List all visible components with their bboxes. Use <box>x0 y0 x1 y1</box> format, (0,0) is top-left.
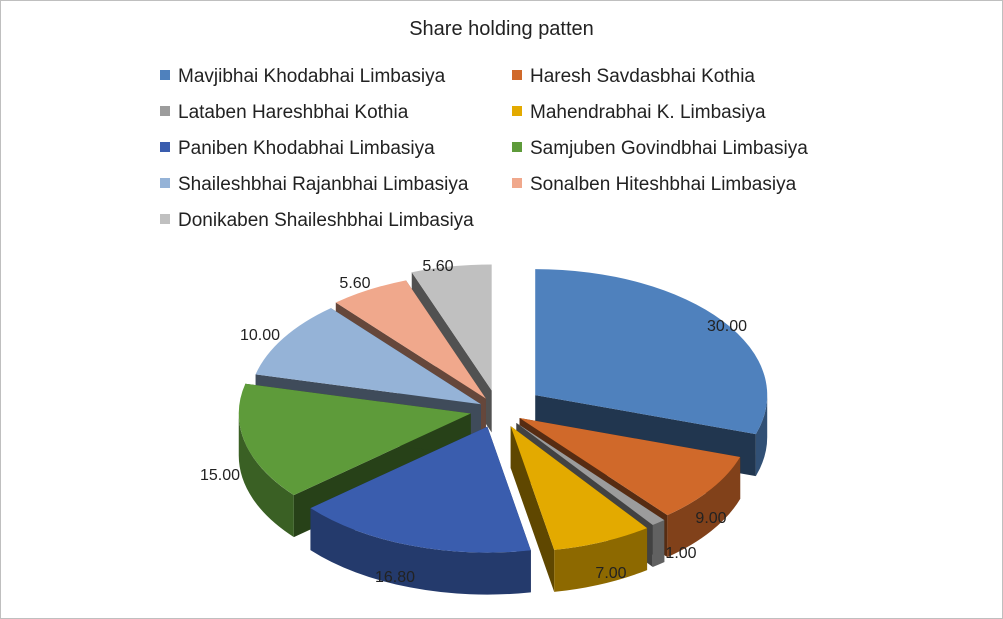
legend-label: Shaileshbhai Rajanbhai Limbasiya <box>178 174 469 195</box>
pie-slice-edge <box>554 528 648 592</box>
pie-slice-top <box>516 423 665 525</box>
legend-item: Haresh Savdasbhai Kothia <box>512 66 755 88</box>
legend-item: Mahendrabhai K. Limbasiya <box>512 102 766 124</box>
legend-item: Lataben Hareshbhai Kothia <box>160 102 408 124</box>
legend-swatch <box>160 214 170 224</box>
pie-slice-edge <box>652 520 665 567</box>
pie-slice-top <box>238 383 471 496</box>
data-label: 1.00 <box>665 545 696 562</box>
data-label: 7.00 <box>595 565 626 582</box>
pie-slice-top <box>411 264 492 391</box>
legend-swatch <box>160 142 170 152</box>
legend-swatch <box>160 178 170 188</box>
legend-label: Donikaben Shaileshbhai Limbasiya <box>178 210 474 231</box>
pie-slice <box>310 426 531 595</box>
legend-label: Sonalben Hiteshbhai Limbasiya <box>530 174 797 195</box>
pie-slice <box>510 426 648 592</box>
pie-slice-top <box>535 269 768 435</box>
data-label: 30.00 <box>707 318 747 335</box>
legend-item: Paniben Khodabhai Limbasiya <box>160 138 435 160</box>
pie-slice-edge <box>310 508 531 595</box>
legend-swatch <box>512 142 522 152</box>
legend-label: Samjuben Govindbhai Limbasiya <box>530 138 808 159</box>
pie-slice-wall <box>510 426 555 592</box>
legend-item: Mavjibhai Khodabhai Limbasiya <box>160 66 445 88</box>
data-label: 15.00 <box>200 467 240 484</box>
legend-label: Lataben Hareshbhai Kothia <box>178 102 409 123</box>
legend-label: Paniben Khodabhai Limbasiya <box>178 138 435 159</box>
pie-slice-top <box>335 280 486 399</box>
legend-item: Sonalben Hiteshbhai Limbasiya <box>512 174 796 196</box>
legend-item: Donikaben Shaileshbhai Limbasiya <box>160 210 474 232</box>
legend-label: Mahendrabhai K. Limbasiya <box>530 102 766 123</box>
legend-label: Mavjibhai Khodabhai Limbasiya <box>178 66 446 87</box>
data-label: 9.00 <box>695 510 726 527</box>
chart-title: Share holding patten <box>409 18 594 40</box>
legend-label: Haresh Savdasbhai Kothia <box>530 66 755 87</box>
legend-swatch <box>512 106 522 116</box>
data-label: 5.60 <box>422 258 453 275</box>
legend-item: Samjuben Govindbhai Limbasiya <box>512 138 808 160</box>
legend-swatch <box>512 70 522 80</box>
legend-swatch <box>160 106 170 116</box>
legend-swatch <box>160 70 170 80</box>
pie-slice-edge <box>755 395 768 477</box>
data-label: 16.80 <box>375 569 415 586</box>
pie-slice-top <box>519 418 741 516</box>
pie-slice-top <box>510 426 648 550</box>
data-label: 5.60 <box>339 275 370 292</box>
legend-item: Shaileshbhai Rajanbhai Limbasiya <box>160 174 468 196</box>
pie-slice-top <box>255 308 481 405</box>
pie-slice-top <box>310 426 531 553</box>
data-label: 10.00 <box>240 327 280 344</box>
pie-slice-edge <box>667 456 741 558</box>
legend-swatch <box>512 178 522 188</box>
pie-slice-edge <box>238 413 294 538</box>
